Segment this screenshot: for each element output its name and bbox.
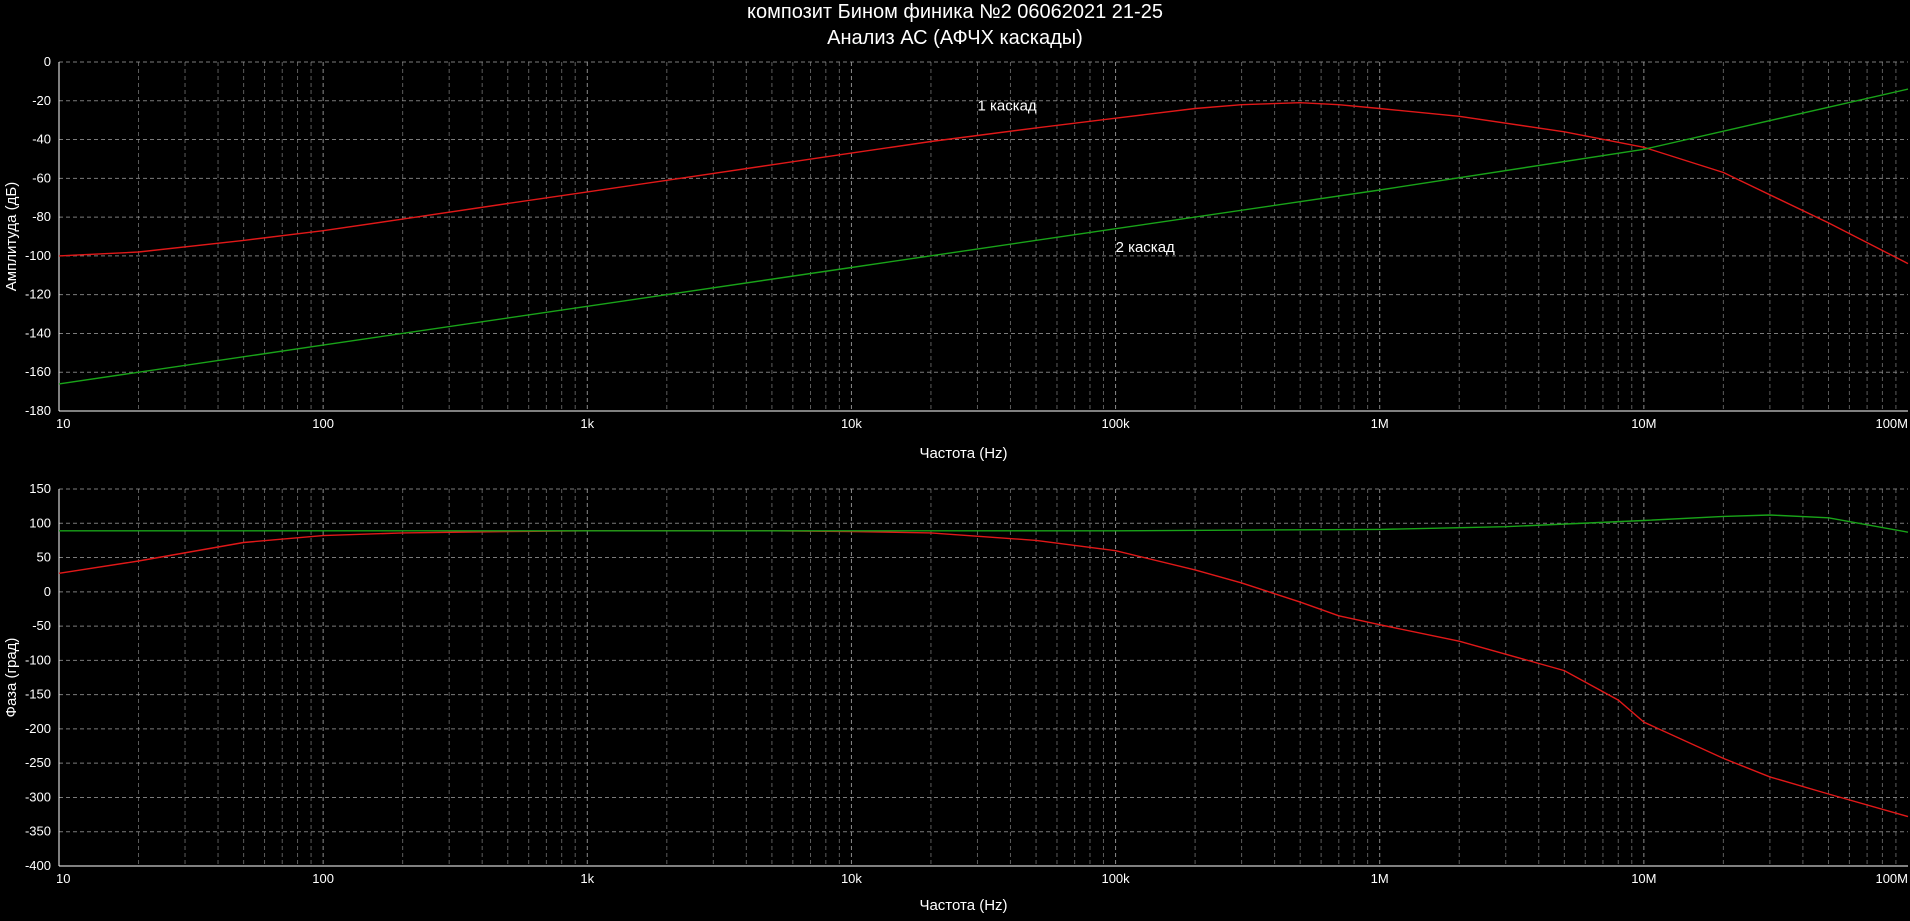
x-tick-label: 1M — [1371, 871, 1389, 886]
x-tick-label: 100M — [1875, 416, 1908, 431]
x-tick-label: 100M — [1875, 871, 1908, 886]
series-annotation: 1 каскад — [977, 97, 1036, 114]
chart-title: композит Бином финика №2 06062021 21-25 — [747, 1, 1163, 23]
y-tick-label: -40 — [32, 132, 51, 147]
series-annotation: 2 каскад — [1116, 239, 1175, 256]
y-tick-label: -160 — [25, 364, 51, 379]
x-tick-label: 10M — [1631, 416, 1656, 431]
y-tick-label: -200 — [25, 721, 51, 736]
x-tick-label: 100k — [1101, 871, 1130, 886]
amplitude-plot: 0 -20 -40 -60 -80 -100 -120 -140 -160 -180 10 100 1k… — [3, 54, 1909, 462]
y-axis-title: Амплитуда (дБ) — [3, 182, 20, 291]
series-line-1 — [58, 530, 1909, 818]
x-tick-label: 1M — [1371, 416, 1389, 431]
y-tick-label: -140 — [25, 325, 51, 340]
x-tick-label: 10 — [56, 871, 70, 886]
y-tick-label: -350 — [25, 824, 51, 839]
y-tick-label: -80 — [32, 209, 51, 224]
y-tick-label: -120 — [25, 287, 51, 302]
y-tick-label: 0 — [44, 54, 51, 69]
x-tick-label: 100k — [1101, 416, 1130, 431]
x-tick-label: 1k — [580, 416, 594, 431]
y-tick-label: -100 — [25, 652, 51, 667]
y-tick-label: 50 — [37, 550, 51, 565]
series-line-2 — [59, 514, 1909, 533]
y-tick-label: -50 — [32, 618, 51, 633]
y-tick-label: 100 — [29, 515, 51, 530]
y-tick-label: -400 — [25, 858, 51, 873]
y-tick-label: -100 — [25, 248, 51, 263]
series-line-1 — [58, 101, 1909, 265]
y-tick-label: -60 — [32, 170, 51, 185]
phase-plot: 150 100 50 0 -50 -100 -150 -200 -250 -300 -350 -400… — [3, 481, 1909, 914]
x-tick-label: 10k — [841, 416, 862, 431]
x-tick-label: 1k — [580, 871, 594, 886]
y-axis-title: Фаза (град) — [3, 638, 20, 718]
x-tick-label: 100 — [312, 416, 334, 431]
y-tick-label: -150 — [25, 687, 51, 702]
y-tick-label: -180 — [25, 403, 51, 418]
x-tick-label: 10M — [1631, 871, 1656, 886]
y-tick-label: -20 — [32, 93, 51, 108]
chart-subtitle: Анализ АС (АФЧХ каскады) — [827, 27, 1083, 49]
x-tick-label: 10 — [56, 416, 70, 431]
x-axis-title: Частота (Hz) — [919, 897, 1007, 914]
y-tick-label: 0 — [44, 584, 51, 599]
x-tick-label: 10k — [841, 871, 862, 886]
y-tick-label: 150 — [29, 481, 51, 496]
y-tick-label: -300 — [25, 789, 51, 804]
x-tick-label: 100 — [312, 871, 334, 886]
x-axis-title: Частота (Hz) — [919, 445, 1007, 462]
y-tick-label: -250 — [25, 755, 51, 770]
series-line-2 — [58, 88, 1909, 385]
